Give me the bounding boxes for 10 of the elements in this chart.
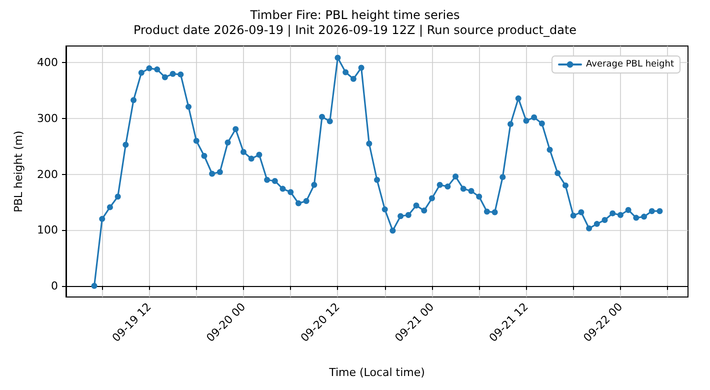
y-tick-label: 200 [37, 168, 58, 181]
legend-label: Average PBL height [586, 60, 674, 70]
y-tick-label: 400 [37, 56, 58, 70]
y-axis-title: PBL height (m) [12, 130, 25, 212]
y-tick-label: 100 [37, 224, 58, 237]
y-tick-label: 0 [51, 279, 58, 292]
chart-title: Timber Fire: PBL height time series [249, 8, 460, 22]
chart-subtitle: Product date 2026-09-19 | Init 2026-09-19 12Z | Run source product_date [133, 23, 577, 37]
y-tick-label: 300 [37, 112, 58, 126]
x-axis-title: Time (Local time) [328, 366, 425, 379]
